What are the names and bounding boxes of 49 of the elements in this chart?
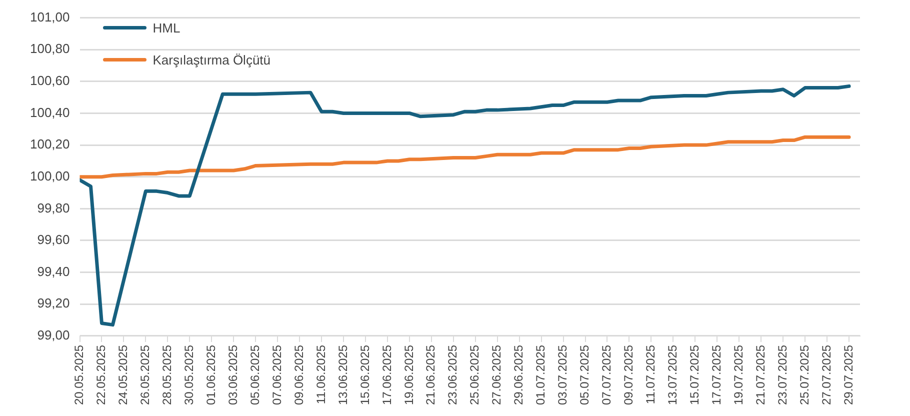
x-tick-label: 21.06.2025 <box>424 344 438 406</box>
x-tick-label: 13.06.2025 <box>336 344 350 406</box>
x-tick-label: 27.06.2025 <box>490 344 504 406</box>
x-tick-label: 03.06.2025 <box>226 344 240 406</box>
legend-label: Karşılaştırma Ölçütü <box>152 52 271 68</box>
y-tick-label: 100,20 <box>30 136 70 152</box>
x-tick-label: 09.07.2025 <box>622 344 636 406</box>
y-tick-label: 99,60 <box>37 232 70 248</box>
x-tick-label: 09.06.2025 <box>292 344 306 406</box>
y-tick-label: 99,00 <box>37 328 70 343</box>
x-tick-label: 19.06.2025 <box>402 344 416 406</box>
x-tick-label: 15.06.2025 <box>358 344 372 406</box>
y-tick-label: 99,40 <box>37 264 70 279</box>
x-tick-label: 01.06.2025 <box>204 344 218 406</box>
x-tick-label: 11.06.2025 <box>314 344 328 404</box>
x-tick-label: 07.07.2025 <box>600 344 614 406</box>
y-tick-label: 100,40 <box>30 104 70 120</box>
x-tick-label: 05.06.2025 <box>248 344 262 406</box>
y-tick-label: 99,80 <box>37 200 70 216</box>
x-tick-label: 01.07.2025 <box>534 344 548 406</box>
y-tick-label: 100,60 <box>30 73 70 88</box>
x-tick-label: 28.05.2025 <box>160 344 174 406</box>
x-tick-label: 07.06.2025 <box>270 344 284 406</box>
x-tick-label: 03.07.2025 <box>556 344 570 406</box>
x-tick-label: 26.05.2025 <box>138 344 152 406</box>
x-tick-label: 05.07.2025 <box>578 344 592 406</box>
x-tick-label: 17.06.2025 <box>380 344 394 406</box>
x-tick-label: 25.06.2025 <box>468 344 482 406</box>
x-tick-label: 19.07.2025 <box>731 344 746 406</box>
x-tick-label: 15.07.2025 <box>687 344 702 406</box>
x-tick-label: 29.07.2025 <box>841 344 856 406</box>
x-tick-label: 29.06.2025 <box>512 344 526 406</box>
y-tick-label: 100,80 <box>30 41 70 56</box>
x-tick-label: 23.06.2025 <box>446 344 460 406</box>
x-tick-label: 30.05.2025 <box>182 344 196 406</box>
x-tick-label: 13.07.2025 <box>665 344 680 406</box>
x-tick-label: 17.07.2025 <box>709 344 724 406</box>
x-tick-label: 11.07.2025 <box>644 344 658 404</box>
y-tick-label: 99,20 <box>37 296 70 311</box>
y-tick-label: 101,00 <box>30 9 70 24</box>
x-tick-label: 23.07.2025 <box>775 344 790 406</box>
x-tick-label: 25.07.2025 <box>797 344 812 406</box>
y-tick-label: 100,00 <box>30 168 70 184</box>
x-tick-label: 24.05.2025 <box>116 344 130 406</box>
x-tick-label: 27.07.2025 <box>819 344 834 406</box>
legend-label: HML <box>152 20 180 36</box>
x-tick-label: 21.07.2025 <box>753 344 768 406</box>
x-tick-label: 20.05.2025 <box>72 344 86 406</box>
x-tick-label: 22.05.2025 <box>94 344 108 406</box>
